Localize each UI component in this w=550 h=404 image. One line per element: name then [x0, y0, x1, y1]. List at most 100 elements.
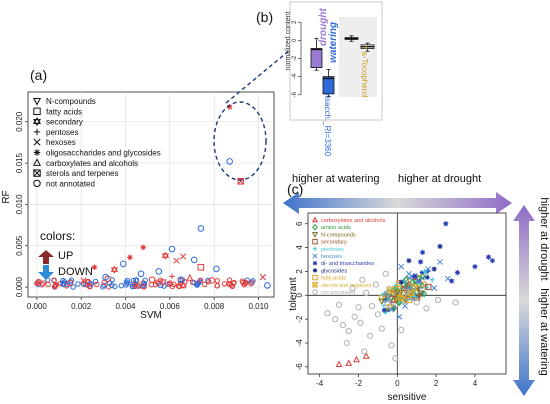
legend-label: not annotated: [321, 290, 355, 296]
y-tick-label: 0.020: [15, 111, 24, 132]
point-not-annotated: [202, 281, 208, 288]
point-diamond: [395, 298, 403, 307]
x-tick-label: 4: [473, 379, 478, 388]
point-circle: [368, 302, 376, 310]
y-tick-label: 2: [295, 269, 304, 274]
y-tick-label: 0.005: [15, 235, 24, 256]
up-arrow-icon: [38, 250, 54, 264]
point-not-annotated: [221, 281, 228, 287]
point-circle: [384, 300, 391, 307]
y-tick-label: 0.015: [15, 153, 24, 174]
y-tick-label: 0: [295, 293, 304, 298]
panel-b-y-ticks: 2 0 -2 -4 -6: [292, 20, 302, 97]
point-not-annotated: [87, 283, 93, 289]
legend-marker-square: [33, 107, 41, 115]
x-tick-label: 2: [434, 379, 439, 388]
panel-a-plot-area: [27, 91, 275, 298]
point-cross: [405, 270, 412, 277]
point-circle: [213, 265, 220, 273]
x-tick-label: 0.000: [27, 302, 48, 311]
panel-a-label: (a): [30, 67, 47, 83]
point-not-annotated: [227, 281, 233, 288]
legend-marker-plus: [33, 128, 41, 136]
point-not-annotated: [92, 278, 99, 285]
point-not-annotated: [250, 278, 256, 284]
point-circle: [351, 313, 358, 320]
legend-label: secondary: [46, 118, 83, 127]
point-asterisk: [226, 104, 233, 110]
point-square: [392, 286, 399, 293]
panel-a-points: [34, 104, 271, 290]
point-circle: [197, 225, 205, 232]
panel-b-label: (b): [256, 9, 273, 25]
point-square: [411, 283, 418, 291]
point-circle: [402, 298, 408, 304]
point-cross: [444, 275, 451, 282]
point-circle: [168, 245, 176, 253]
point-circle: [434, 296, 442, 304]
legend-label: not annotated: [46, 179, 95, 188]
point-plus: [412, 293, 418, 300]
legend-label: oligosaccharides and glycosides: [46, 149, 161, 158]
point-diamond: [419, 282, 425, 290]
point-not-annotated: [51, 277, 57, 283]
point-circle: [403, 288, 411, 295]
panel-c-x-axis-label: sensitive: [388, 392, 427, 403]
point-tri-up: [362, 352, 370, 359]
point-circle: [208, 277, 216, 284]
legend-label: hexoses: [46, 138, 76, 147]
legend-label: di- and trisaccharides: [321, 261, 374, 267]
point-not-annotated: [40, 280, 46, 286]
legend-label: glycosides: [321, 268, 347, 274]
point-circle: [372, 281, 380, 288]
panel-b-drought-label: drought: [318, 8, 329, 46]
point-cross: [259, 274, 267, 281]
panel-a-y-axis-label: RF: [1, 190, 12, 203]
point-diamond: [403, 275, 409, 283]
point-square-x: [386, 287, 393, 294]
point-circle: [335, 301, 343, 308]
point-not-annotated: [124, 277, 131, 284]
point-circle: [452, 299, 459, 306]
panel-b: (b) normalized content 20-2-4-6 drought …: [256, 1, 383, 157]
colors-legend-title: colors:: [40, 229, 75, 243]
panel-a-y-ticks: 0.000 0.005 0.010 0.015 0.020: [15, 111, 28, 297]
legend-marker-star-david: [32, 117, 42, 127]
point-asterisk: [454, 270, 461, 276]
x-tick-label: 0.006: [160, 302, 181, 311]
point-cross: [398, 263, 405, 270]
point-plus: [429, 277, 435, 283]
point-cross: [133, 281, 140, 288]
point-asterisk: [431, 266, 437, 272]
point-cross: [415, 278, 422, 284]
panel-c-y-axis-label: tolerant: [288, 277, 299, 311]
point-cross: [384, 295, 391, 302]
y-tick-label: -2: [295, 315, 304, 323]
panel-c-plot-area: [307, 212, 507, 375]
colors-legend-up-label: UP: [58, 250, 73, 262]
highlight-ellipse: [213, 101, 267, 181]
zoom-connector-line: [225, 39, 303, 104]
point-not-annotated: [205, 279, 212, 285]
legend-label: sterols and terpenes: [46, 169, 119, 178]
point-cross: [431, 285, 438, 292]
legend-label: sterols and terpenes: [321, 283, 372, 289]
point-star-david: [161, 251, 170, 260]
legend-marker-square-x: [33, 169, 41, 177]
point-not-annotated: [130, 277, 136, 284]
y-tick-label: 2: [292, 20, 298, 24]
point-circle: [423, 305, 430, 312]
panel-b-watering-label: watering: [328, 22, 339, 63]
x-tick-label: 0: [395, 379, 400, 388]
point-not-annotated: [70, 284, 76, 290]
x-tick-label: 0.004: [115, 302, 136, 311]
point-circle: [343, 339, 350, 347]
point-not-annotated: [214, 283, 220, 289]
legend-marker-plus: [312, 246, 318, 251]
arrow-label-higher-at-drought: higher at drought: [398, 173, 481, 185]
arrow-label-right-higher-at-drought: higher at drought: [538, 197, 550, 280]
point-asterisk: [472, 264, 478, 270]
point-tri-down: [417, 290, 425, 297]
point-square: [425, 283, 432, 291]
